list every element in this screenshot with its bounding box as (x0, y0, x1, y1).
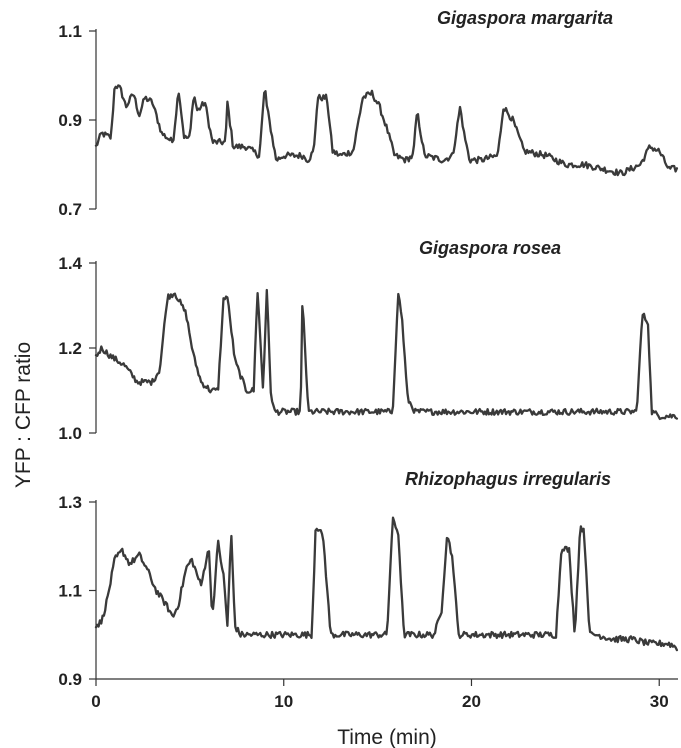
y-tick-label: 1.1 (58, 22, 82, 41)
x-tick-label: 20 (462, 692, 481, 711)
series-line (94, 516, 679, 652)
x-tick-label: 0 (91, 692, 100, 711)
y-tick-label: 1.4 (58, 254, 82, 273)
panel-title: Rhizophagus irregularis (405, 469, 611, 489)
series-line (94, 288, 679, 421)
y-tick-label: 1.1 (58, 582, 82, 601)
y-tick-label: 0.9 (58, 670, 82, 689)
panel-3: Rhizophagus irregularis 0.9 1.1 1.3 0 10 20 30 T… (58, 469, 679, 748)
panel-title: Gigaspora margarita (437, 8, 613, 28)
x-tick-label: 30 (650, 692, 669, 711)
panel-title: Gigaspora rosea (419, 238, 561, 258)
y-tick-label: 1.3 (58, 493, 82, 512)
y-tick-label: 1.0 (58, 424, 82, 443)
y-axis-label: YFP : CFP ratio (12, 342, 35, 488)
y-tick-label: 1.2 (58, 339, 82, 358)
panels: Gigaspora margarita 0.7 0.9 1.1 Gigaspora ro… (58, 8, 679, 748)
series-line (94, 84, 679, 177)
y-tick-label: 0.9 (58, 111, 82, 130)
x-tick-label: 10 (274, 692, 293, 711)
y-tick-label: 0.7 (58, 200, 82, 219)
x-axis-label: Time (min) (337, 726, 437, 748)
panel-2: Gigaspora rosea 1.0 1.2 1.4 (58, 238, 679, 443)
panel-1: Gigaspora margarita 0.7 0.9 1.1 (58, 8, 679, 219)
